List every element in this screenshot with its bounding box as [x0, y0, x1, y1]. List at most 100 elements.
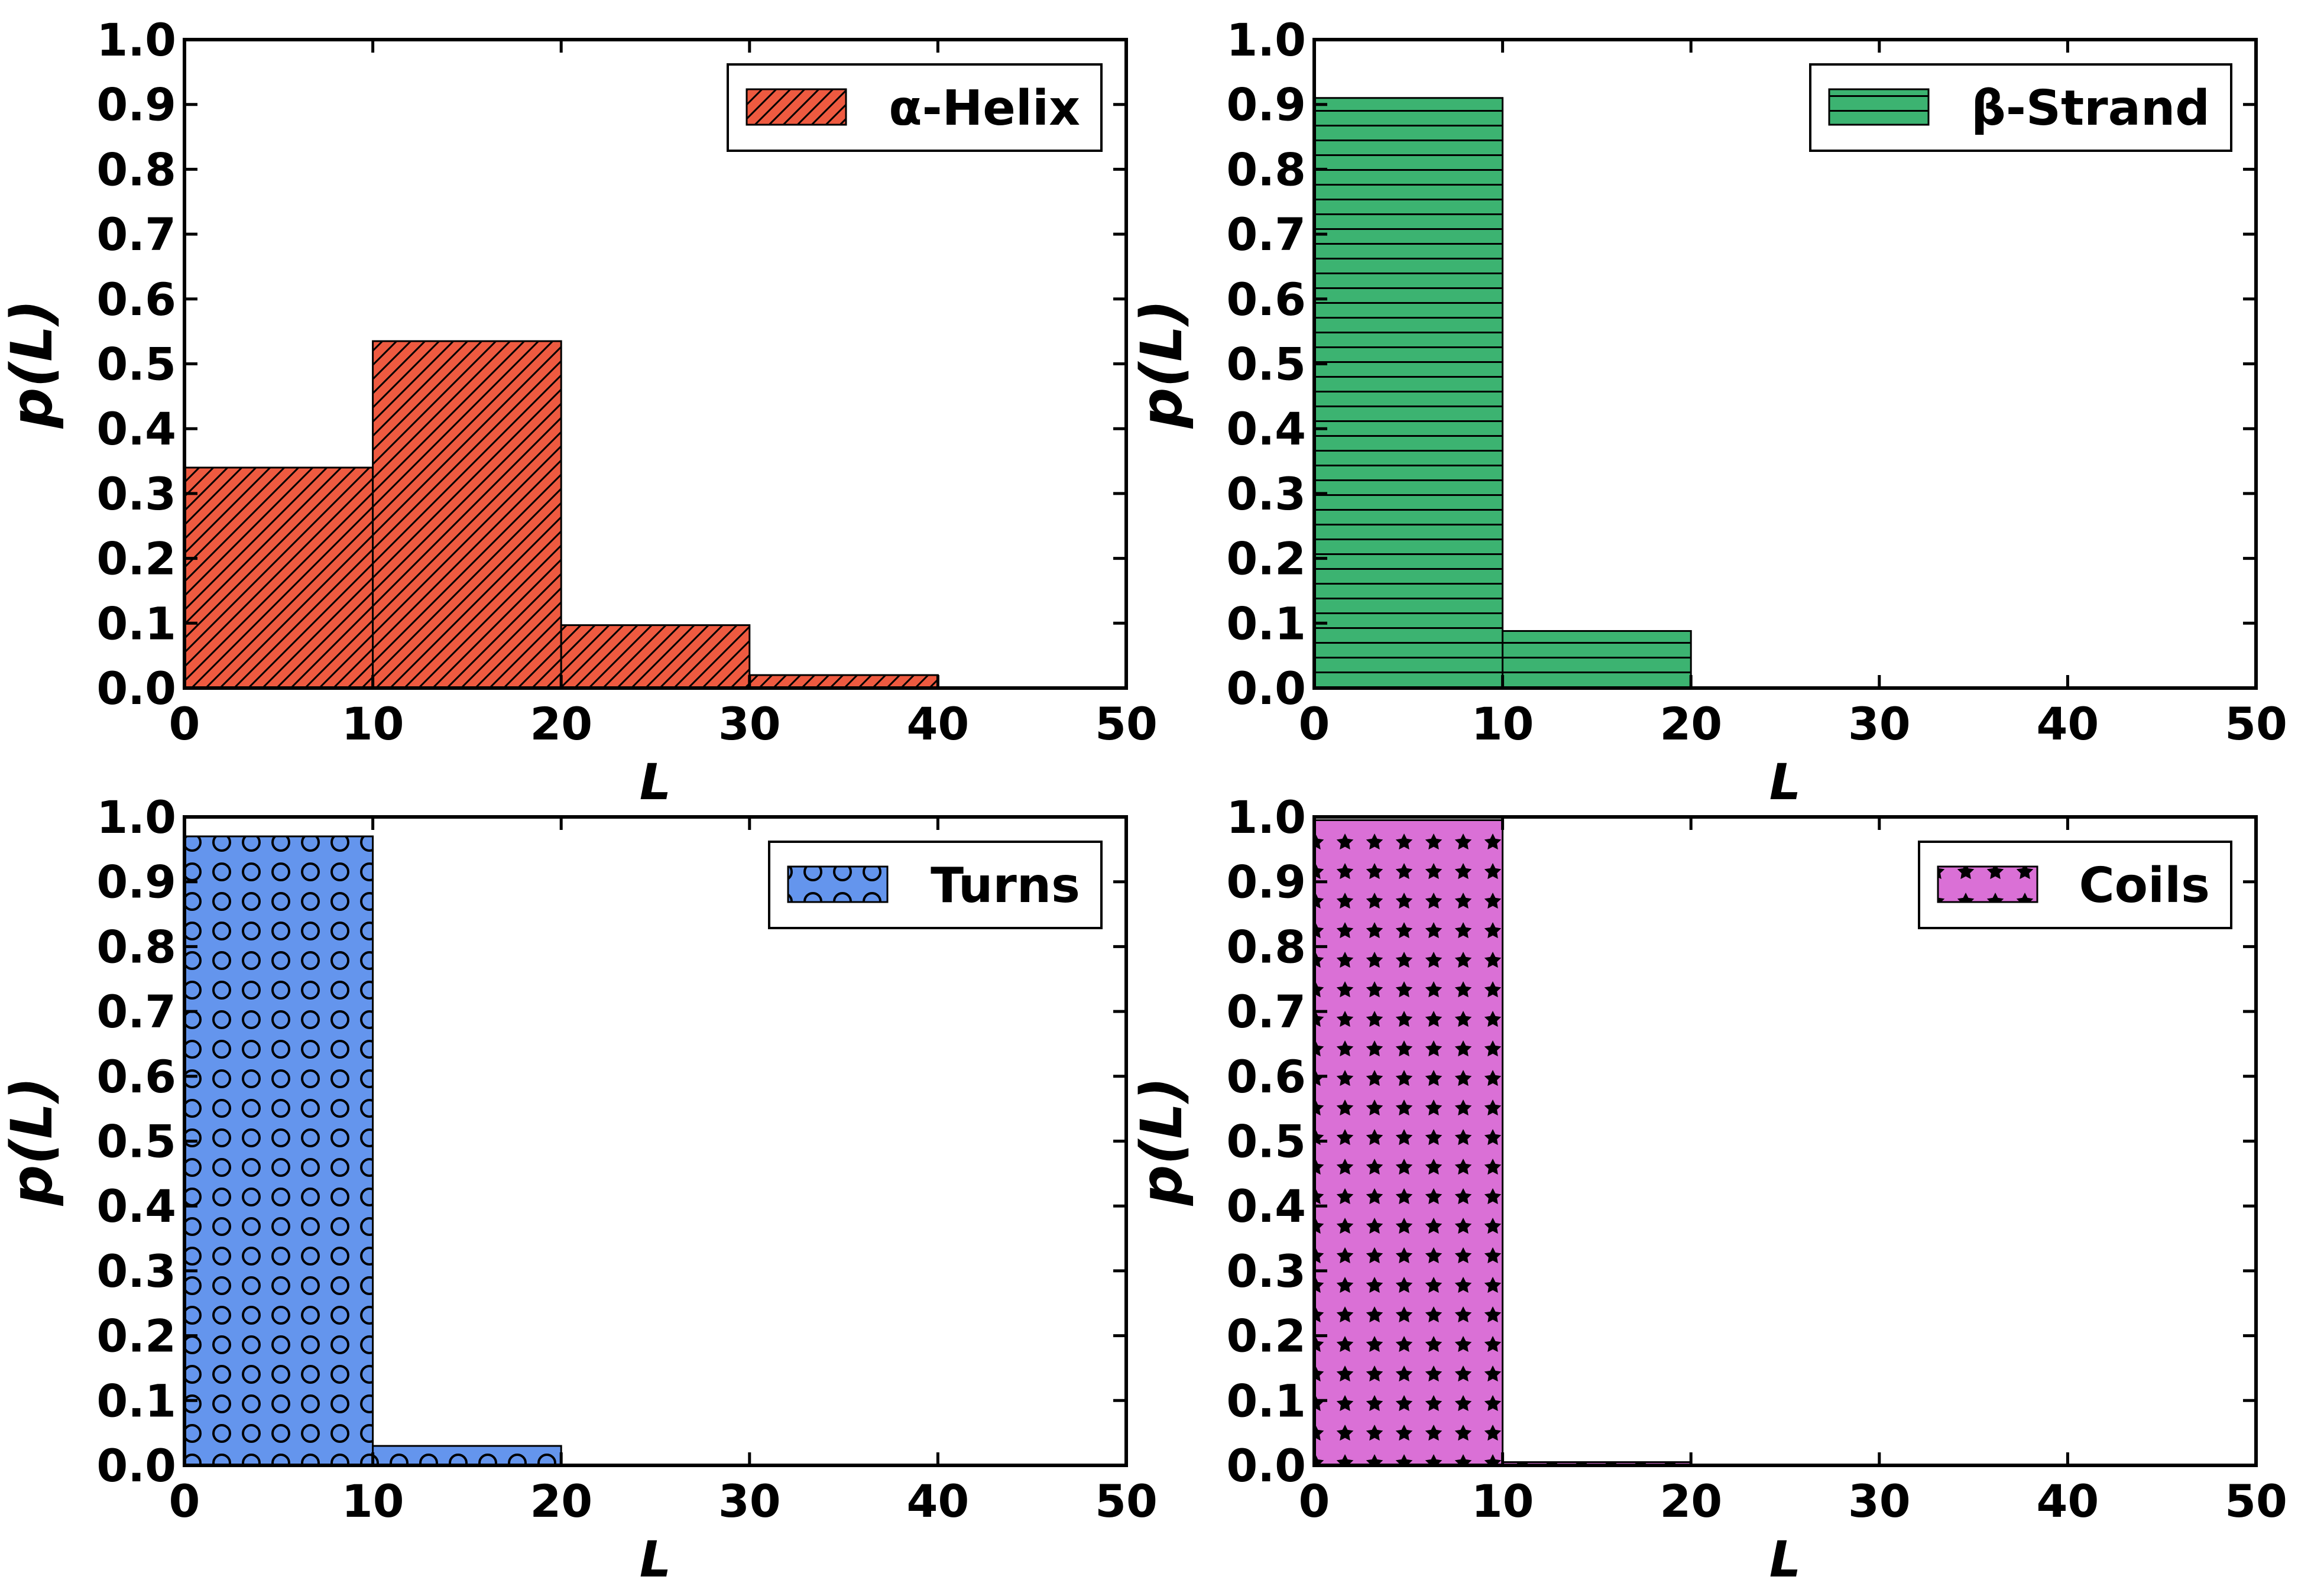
x-tick-label: 40: [2037, 698, 2099, 750]
histogram-panel-4: 0 10 20 30 40 50 0.0 0.1 0.2 0.3 0.4 0.5 0.6 0.7 0.8 0.…: [1129, 791, 2287, 1588]
legend-label: β-Strand: [1971, 80, 2210, 137]
y-tick-label: 0.7: [96, 985, 176, 1038]
y-tick-label: 0.8: [1226, 143, 1306, 196]
y-tick-label: 0.9: [1226, 79, 1306, 131]
histogram-bar: [372, 340, 562, 689]
legend: Turns: [768, 841, 1103, 929]
y-tick-label: 0.4: [1226, 1180, 1306, 1232]
x-tick-label: 30: [718, 698, 781, 750]
x-axis-label: L: [1769, 753, 1801, 811]
histogram-panel-1: 0 10 20 30 40 50 0.0 0.1 0.2 0.3 0.4 0.5 0.6 0.7 0.8 0.…: [0, 14, 1158, 811]
y-tick-label: 0.1: [1226, 597, 1306, 650]
x-tick-label: 10: [1472, 1475, 1534, 1527]
legend-label: α-Helix: [889, 80, 1080, 137]
y-tick-label: 0.5: [1226, 338, 1306, 391]
y-tick-label: 0.6: [1226, 1050, 1306, 1103]
x-axis-label: L: [1769, 1530, 1801, 1588]
histogram-bar: [1313, 819, 1504, 1467]
y-tick-label: 0.4: [96, 403, 176, 455]
y-tick-label: 0.3: [1226, 468, 1306, 520]
x-tick-label: 40: [2037, 1475, 2099, 1527]
y-tick-label: 0.2: [96, 533, 176, 585]
y-tick-label: 0.0: [1226, 1439, 1306, 1492]
x-tick-label: 20: [530, 698, 592, 750]
y-tick-label: 0.6: [96, 273, 176, 326]
legend: α-Helix: [727, 63, 1103, 152]
x-tick-label: 30: [1848, 1475, 1911, 1527]
y-tick-label: 0.6: [1226, 273, 1306, 326]
legend-label: Coils: [2079, 858, 2210, 914]
histogram-bar: [372, 1445, 562, 1467]
x-tick-label: 10: [342, 698, 404, 750]
histogram-bar: [1502, 630, 1692, 689]
y-tick-label: 0.4: [1226, 403, 1306, 455]
y-tick-label: 1.0: [1226, 791, 1306, 844]
y-tick-label: 0.9: [96, 856, 176, 909]
y-tick-label: 0.8: [96, 143, 176, 196]
y-tick-label: 0.3: [1226, 1245, 1306, 1297]
y-tick-label: 0.0: [1226, 662, 1306, 715]
histogram-bar: [183, 466, 374, 689]
y-tick-label: 0.9: [1226, 856, 1306, 909]
x-tick-label: 10: [1472, 698, 1534, 750]
x-tick-label: 0: [169, 698, 200, 750]
y-tick-label: 0.6: [96, 1050, 176, 1103]
legend-swatch: [1828, 88, 1930, 126]
y-tick-label: 1.0: [96, 791, 176, 844]
y-tick-label: 0.0: [96, 1439, 176, 1492]
y-axis-label: p(L): [0, 300, 65, 429]
x-tick-label: 0: [169, 1475, 200, 1527]
histogram-panel-3: 0 10 20 30 40 50 0.0 0.1 0.2 0.3 0.4 0.5 0.6 0.7 0.8 0.…: [0, 791, 1158, 1588]
x-tick-label: 30: [718, 1475, 781, 1527]
y-tick-label: 0.1: [96, 597, 176, 650]
histogram-bar: [1313, 97, 1504, 689]
x-tick-label: 20: [1660, 1475, 1722, 1527]
legend-swatch: [1937, 865, 2038, 903]
y-axis-label: p(L): [1129, 300, 1195, 429]
y-tick-label: 0.5: [96, 1115, 176, 1168]
y-tick-label: 1.0: [96, 14, 176, 66]
y-tick-label: 0.8: [1226, 920, 1306, 973]
histogram-panel-2: 0 10 20 30 40 50 0.0 0.1 0.2 0.3 0.4 0.5 0.6 0.7 0.8 0.…: [1129, 14, 2287, 811]
legend: β-Strand: [1809, 63, 2232, 152]
y-axis-label: p(L): [1129, 1077, 1195, 1206]
histogram-bar: [560, 624, 751, 689]
x-axis-label: L: [640, 1530, 672, 1588]
y-tick-label: 0.1: [1226, 1374, 1306, 1427]
x-tick-label: 50: [2225, 1475, 2287, 1527]
histogram-bar: [183, 835, 374, 1467]
y-tick-label: 0.3: [96, 1245, 176, 1297]
x-tick-label: 0: [1299, 698, 1330, 750]
x-tick-label: 40: [907, 698, 970, 750]
y-tick-label: 0.3: [96, 468, 176, 520]
legend-label: Turns: [931, 858, 1080, 914]
x-tick-label: 20: [530, 1475, 592, 1527]
y-tick-label: 0.7: [96, 208, 176, 261]
y-tick-label: 0.5: [96, 338, 176, 391]
x-tick-label: 10: [342, 1475, 404, 1527]
x-tick-label: 40: [907, 1475, 970, 1527]
x-tick-label: 50: [2225, 698, 2287, 750]
x-tick-label: 50: [1095, 1475, 1158, 1527]
y-tick-label: 0.5: [1226, 1115, 1306, 1168]
x-tick-label: 0: [1299, 1475, 1330, 1527]
y-tick-label: 0.7: [1226, 985, 1306, 1038]
y-tick-label: 0.2: [1226, 533, 1306, 585]
histogram-bar: [748, 674, 939, 689]
y-tick-label: 1.0: [1226, 14, 1306, 66]
y-tick-label: 0.2: [1226, 1310, 1306, 1363]
legend: Coils: [1918, 841, 2232, 929]
y-tick-label: 0.9: [96, 79, 176, 131]
y-axis-label: p(L): [0, 1077, 65, 1206]
y-tick-label: 0.2: [96, 1310, 176, 1363]
x-tick-label: 30: [1848, 698, 1911, 750]
x-tick-label: 50: [1095, 698, 1158, 750]
legend-swatch: [746, 88, 847, 126]
y-tick-label: 0.1: [96, 1374, 176, 1427]
y-tick-label: 0.4: [96, 1180, 176, 1232]
y-tick-label: 0.0: [96, 662, 176, 715]
y-tick-label: 0.7: [1226, 208, 1306, 261]
y-tick-label: 0.8: [96, 920, 176, 973]
x-axis-label: L: [640, 753, 672, 811]
